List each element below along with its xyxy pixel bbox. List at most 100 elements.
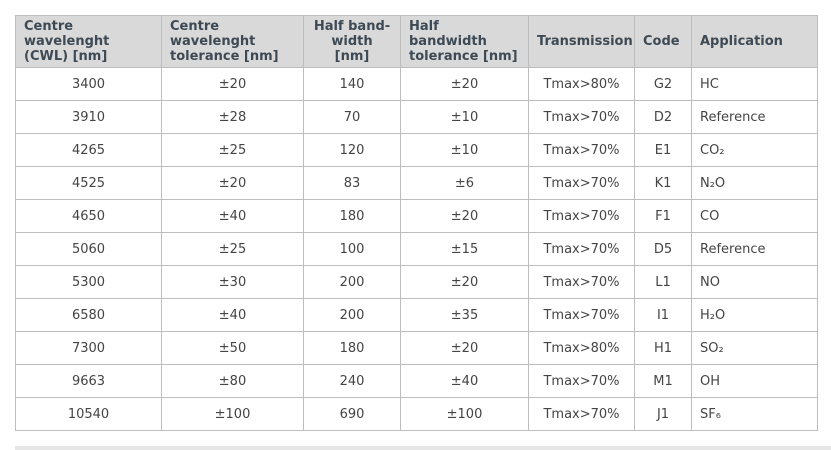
cell-half-bandwidth: 140 — [303, 67, 401, 101]
cell-cwl: 5300 — [15, 265, 162, 299]
cell-cwl: 4650 — [15, 199, 162, 233]
table-row: 9663 ±80 240 ±40 Tmax>70% M1 OH — [15, 364, 818, 398]
header-row: Centre wavelenght (CWL) [nm] Centre wave… — [15, 15, 818, 68]
header-application: Application — [691, 15, 818, 68]
cell-application: Reference — [691, 232, 818, 266]
cell-cwl-tolerance: ±80 — [161, 364, 304, 398]
cell-code: K1 — [634, 166, 692, 200]
cell-application: CO — [691, 199, 818, 233]
cell-half-bandwidth-tolerance: ±15 — [400, 232, 529, 266]
cell-half-bandwidth: 200 — [303, 265, 401, 299]
cell-half-bandwidth-tolerance: ±20 — [400, 67, 529, 101]
cell-half-bandwidth: 240 — [303, 364, 401, 398]
header-cwl-tolerance-line1: Centre wavelenght — [170, 19, 256, 49]
table-row: 7300 ±50 180 ±20 Tmax>80% H1 SO₂ — [15, 331, 818, 365]
cell-cwl: 4525 — [15, 166, 162, 200]
cell-half-bandwidth-tolerance: ±20 — [400, 199, 529, 233]
table-row: 10540 ±100 690 ±100 Tmax>70% J1 SF₆ — [15, 397, 818, 431]
header-half-bandwidth-line1: Half band- — [313, 19, 391, 34]
table-row: 5300 ±30 200 ±20 Tmax>70% L1 NO — [15, 265, 818, 299]
header-half-bandwidth-tolerance: Half bandwidth tolerance [nm] — [400, 15, 529, 68]
cell-transmission: Tmax>70% — [528, 232, 635, 266]
cell-half-bandwidth: 70 — [303, 100, 401, 134]
table-row: 4525 ±20 83 ±6 Tmax>70% K1 N₂O — [15, 166, 818, 200]
cell-cwl-tolerance: ±20 — [161, 67, 304, 101]
header-half-bandwidth-tolerance-line2: tolerance [nm] — [409, 49, 518, 64]
cell-cwl-tolerance: ±100 — [161, 397, 304, 431]
table-row: 4650 ±40 180 ±20 Tmax>70% F1 CO — [15, 199, 818, 233]
cell-cwl: 10540 — [15, 397, 162, 431]
cell-cwl: 9663 — [15, 364, 162, 398]
table-row: 5060 ±25 100 ±15 Tmax>70% D5 Reference — [15, 232, 818, 266]
cell-transmission: Tmax>70% — [528, 166, 635, 200]
cell-cwl-tolerance: ±28 — [161, 100, 304, 134]
cell-application: CO₂ — [691, 133, 818, 167]
cell-half-bandwidth-tolerance: ±35 — [400, 298, 529, 332]
cell-application: HC — [691, 67, 818, 101]
cell-transmission: Tmax>70% — [528, 298, 635, 332]
table-row: 6580 ±40 200 ±35 Tmax>70% I1 H₂O — [15, 298, 818, 332]
cell-cwl-tolerance: ±20 — [161, 166, 304, 200]
cell-cwl: 6580 — [15, 298, 162, 332]
cell-cwl-tolerance: ±25 — [161, 133, 304, 167]
cell-application: SO₂ — [691, 331, 818, 365]
cell-half-bandwidth: 690 — [303, 397, 401, 431]
cell-cwl: 7300 — [15, 331, 162, 365]
table-row: 3910 ±28 70 ±10 Tmax>70% D2 Reference — [15, 100, 818, 134]
cell-application: SF₆ — [691, 397, 818, 431]
cell-half-bandwidth-tolerance: ±10 — [400, 100, 529, 134]
cell-half-bandwidth: 200 — [303, 298, 401, 332]
cell-half-bandwidth-tolerance: ±100 — [400, 397, 529, 431]
cell-code: L1 — [634, 265, 692, 299]
page-bottom-divider — [15, 446, 831, 450]
header-cwl: Centre wavelenght (CWL) [nm] — [15, 15, 162, 68]
cell-code: H1 — [634, 331, 692, 365]
header-half-bandwidth: Half band- width [nm] — [303, 15, 401, 68]
header-half-bandwidth-line2: width [nm] — [331, 34, 373, 64]
cell-transmission: Tmax>80% — [528, 67, 635, 101]
cell-cwl-tolerance: ±25 — [161, 232, 304, 266]
cell-code: M1 — [634, 364, 692, 398]
cell-code: I1 — [634, 298, 692, 332]
cell-code: J1 — [634, 397, 692, 431]
cell-transmission: Tmax>70% — [528, 100, 635, 134]
cell-cwl-tolerance: ±30 — [161, 265, 304, 299]
header-cwl-tolerance: Centre wavelenght tolerance [nm] — [161, 15, 304, 68]
cell-half-bandwidth: 83 — [303, 166, 401, 200]
filter-table-container: Centre wavelenght (CWL) [nm] Centre wave… — [15, 15, 818, 431]
cell-code: D5 — [634, 232, 692, 266]
filter-specification-table: Centre wavelenght (CWL) [nm] Centre wave… — [15, 15, 818, 431]
cell-half-bandwidth: 120 — [303, 133, 401, 167]
cell-half-bandwidth-tolerance: ±20 — [400, 265, 529, 299]
cell-application: NO — [691, 265, 818, 299]
cell-transmission: Tmax>70% — [528, 133, 635, 167]
cell-cwl: 3400 — [15, 67, 162, 101]
table-body: 3400 ±20 140 ±20 Tmax>80% G2 HC 3910 ±28 70 ±10 Tma… — [15, 67, 818, 431]
table-row: 3400 ±20 140 ±20 Tmax>80% G2 HC — [15, 67, 818, 101]
header-cwl-line2: (CWL) [nm] — [24, 49, 108, 64]
header-cwl-line1: Centre wavelenght — [24, 19, 110, 49]
cell-half-bandwidth: 180 — [303, 199, 401, 233]
cell-cwl-tolerance: ±40 — [161, 298, 304, 332]
cell-code: G2 — [634, 67, 692, 101]
cell-half-bandwidth: 180 — [303, 331, 401, 365]
cell-cwl: 5060 — [15, 232, 162, 266]
cell-transmission: Tmax>70% — [528, 199, 635, 233]
cell-half-bandwidth-tolerance: ±40 — [400, 364, 529, 398]
cell-code: D2 — [634, 100, 692, 134]
cell-code: E1 — [634, 133, 692, 167]
cell-transmission: Tmax>70% — [528, 265, 635, 299]
cell-transmission: Tmax>70% — [528, 397, 635, 431]
header-cwl-tolerance-line2: tolerance [nm] — [170, 49, 279, 64]
table-row: 4265 ±25 120 ±10 Tmax>70% E1 CO₂ — [15, 133, 818, 167]
cell-cwl: 3910 — [15, 100, 162, 134]
header-half-bandwidth-tolerance-line1: Half bandwidth — [409, 19, 487, 49]
cell-application: Reference — [691, 100, 818, 134]
cell-cwl: 4265 — [15, 133, 162, 167]
header-transmission: Transmission — [528, 15, 635, 68]
cell-application: N₂O — [691, 166, 818, 200]
cell-half-bandwidth: 100 — [303, 232, 401, 266]
cell-cwl-tolerance: ±40 — [161, 199, 304, 233]
cell-application: H₂O — [691, 298, 818, 332]
cell-cwl-tolerance: ±50 — [161, 331, 304, 365]
